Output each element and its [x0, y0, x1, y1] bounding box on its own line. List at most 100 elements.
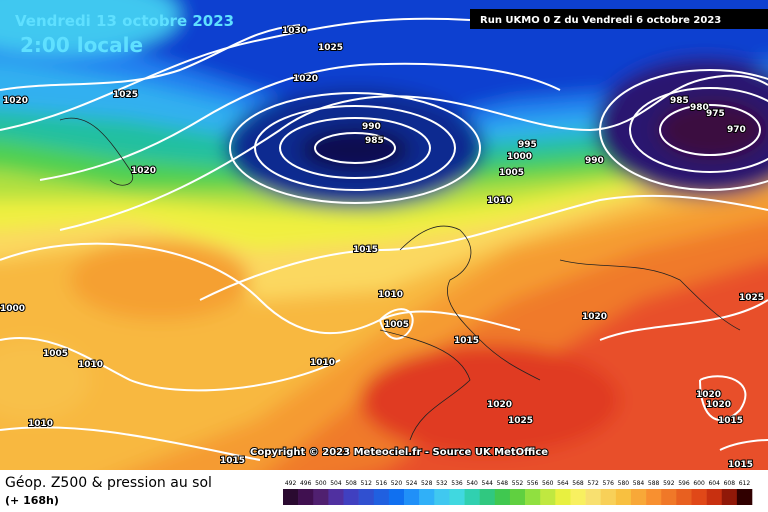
- scale-swatch: [419, 489, 435, 505]
- isobar-label: 975: [706, 109, 725, 119]
- scale-label: 524: [406, 480, 418, 487]
- isobar-label: 1015: [353, 245, 378, 255]
- scale-swatch: [721, 489, 738, 505]
- scale-swatch: [313, 489, 329, 505]
- isobar-label: 1020: [706, 400, 731, 410]
- coastlines: [59, 117, 741, 441]
- isobar-label: 1020: [487, 400, 512, 410]
- scale-swatch: [646, 489, 662, 505]
- scale-label: 580: [618, 480, 630, 487]
- field-blob: [0, 0, 180, 55]
- isobar-label: 985: [365, 136, 384, 146]
- isobar-label: 970: [727, 125, 746, 135]
- scale-label: 576: [603, 480, 615, 487]
- scale-label: 560: [542, 480, 554, 487]
- scale-swatch: [555, 489, 571, 505]
- scale-label: 552: [512, 480, 524, 487]
- scale-label: 492: [285, 480, 297, 487]
- isobar-label: 1010: [78, 360, 103, 370]
- isobar-label: 1025: [113, 90, 138, 100]
- scale-swatch: [434, 489, 450, 505]
- scale-label: 500: [315, 480, 327, 487]
- scale-label: 556: [527, 480, 539, 487]
- scale-label: 512: [360, 480, 372, 487]
- scale-swatch: [404, 489, 420, 505]
- field-blob: [300, 128, 410, 172]
- isobar-label: 1030: [282, 26, 307, 36]
- scale-label: 600: [693, 480, 705, 487]
- isobar-label: 1000: [507, 152, 532, 162]
- scale-swatch: [373, 489, 390, 505]
- field-blob: [360, 345, 620, 455]
- isobar-label: 1015: [220, 456, 245, 466]
- isobar-label: 985: [670, 96, 689, 106]
- scale-swatch: [676, 489, 692, 505]
- scale-label: 528: [421, 480, 433, 487]
- scale-label: 604: [708, 480, 720, 487]
- scale-swatch: [661, 489, 677, 505]
- scale-label: 584: [633, 480, 645, 487]
- isobar-label: 1015: [718, 416, 743, 426]
- copyright: Copyright © 2023 Meteociel.fr - Source U…: [250, 447, 548, 458]
- scale-swatch: [570, 489, 586, 505]
- isobar-label: 980: [690, 103, 709, 113]
- scale-swatch: [736, 489, 753, 505]
- scale-label: 592: [663, 480, 675, 487]
- scale-label: 544: [482, 480, 494, 487]
- isobar-label: 1010: [487, 196, 512, 206]
- scale-label: 516: [376, 480, 388, 487]
- scale-label: 548: [497, 480, 509, 487]
- scale-swatch: [540, 489, 556, 505]
- scale-label: 612: [739, 480, 751, 487]
- isobar-label: 1025: [318, 43, 343, 53]
- isobar-label: 1020: [696, 390, 721, 400]
- isobar-label: 1020: [3, 96, 28, 106]
- scale-swatch: [706, 489, 723, 505]
- scale-label: 540: [466, 480, 478, 487]
- isobar-label: 1005: [499, 168, 524, 178]
- scale-label: 508: [345, 480, 357, 487]
- scale-label: 536: [451, 480, 463, 487]
- isobar-label: 1025: [508, 416, 533, 426]
- isobar-label: 990: [585, 156, 604, 166]
- scale-swatch: [525, 489, 541, 505]
- isobar-label: 1005: [43, 349, 68, 359]
- field-blob: [70, 240, 250, 320]
- scale-swatch: [691, 489, 707, 505]
- isobar-label: 1025: [739, 293, 764, 303]
- scale-swatch: [464, 489, 480, 505]
- scale-label: 596: [678, 480, 690, 487]
- scale-swatch: [585, 489, 602, 505]
- isobar-label: 1005: [384, 320, 409, 330]
- color-scale: 492 496 500 504 508 512 516 520 524 528 532 536 540 5…: [283, 480, 753, 505]
- isobars: [0, 17, 768, 461]
- field-blob: [0, 340, 90, 420]
- scale-swatch: [298, 489, 314, 505]
- isobar-label: 1015: [454, 336, 479, 346]
- scale-label: 496: [300, 480, 312, 487]
- scale-label: 572: [587, 480, 599, 487]
- isobar-label: 1010: [310, 358, 335, 368]
- isobar-label: 995: [518, 140, 537, 150]
- isobar-label: 1020: [293, 74, 318, 84]
- scale-label: 564: [557, 480, 569, 487]
- field-blob: [657, 100, 767, 160]
- run-box: [470, 9, 768, 29]
- scale-swatch: [630, 489, 647, 505]
- scale-label: 504: [330, 480, 342, 487]
- lead-time: (+ 168h): [5, 494, 59, 507]
- scale-label: 588: [648, 480, 660, 487]
- scale-swatch: [615, 489, 632, 505]
- scale-swatch: [388, 489, 405, 505]
- legend-title: Géop. Z500 & pression au sol: [5, 475, 212, 491]
- date: Vendredi 13 octobre 2023: [15, 12, 234, 30]
- isobar-label: 990: [362, 122, 381, 132]
- isobar-label: 1000: [0, 304, 25, 314]
- scale-swatch: [343, 489, 359, 505]
- scale-swatch: [509, 489, 526, 505]
- isobar-label: 1010: [28, 419, 53, 429]
- isobar-label: 1020: [582, 312, 607, 322]
- scale-swatch: [449, 489, 465, 505]
- scale-swatch: [494, 489, 511, 505]
